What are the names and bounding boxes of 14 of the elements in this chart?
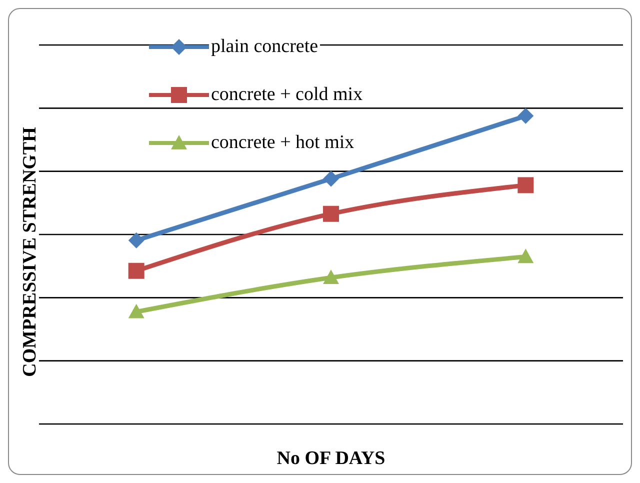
legend-label: concrete + hot mix (209, 132, 356, 154)
legend-label: concrete + cold mix (209, 84, 365, 106)
point (518, 177, 534, 194)
point (518, 108, 534, 124)
point (128, 262, 144, 279)
legend-label: plain concrete (209, 36, 320, 58)
point (323, 170, 339, 187)
point (128, 304, 144, 318)
point (128, 232, 144, 248)
y-axis-title: COMPRESSIVE STRENGTH (19, 126, 40, 377)
point (323, 206, 339, 222)
point (518, 248, 534, 264)
point (323, 270, 339, 284)
x-axis-title: No OF DAYS (276, 448, 386, 469)
